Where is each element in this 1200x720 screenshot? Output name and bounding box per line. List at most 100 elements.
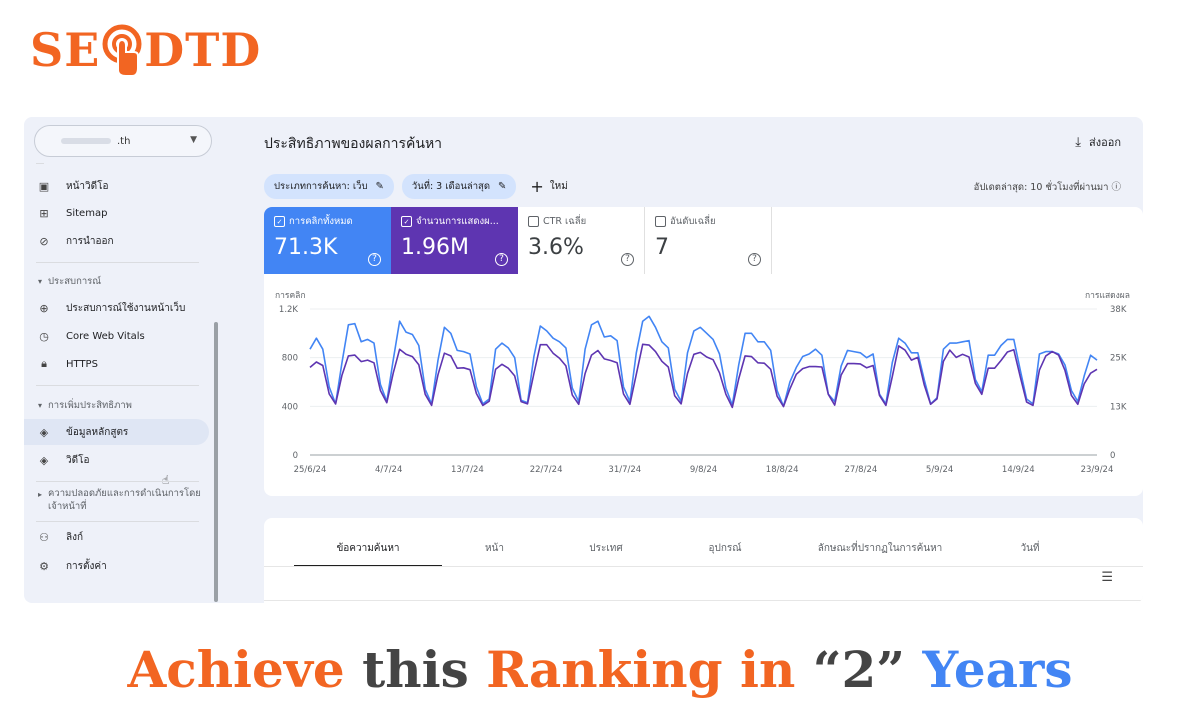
caret-down-icon: ▼ bbox=[190, 135, 197, 145]
left-axis-title: การคลิก bbox=[275, 291, 306, 301]
new-filter-button[interactable]: + ใหม่ bbox=[530, 177, 567, 196]
export-label: ส่งออก bbox=[1089, 136, 1121, 149]
help-icon[interactable]: ⓘ bbox=[1111, 182, 1121, 193]
metric-value: 3.6% bbox=[528, 235, 584, 260]
filter-rows-icon[interactable]: ☰ bbox=[1101, 570, 1113, 585]
right-tick-label: 13K bbox=[1110, 402, 1127, 412]
sidebar-item-videos[interactable]: ◈ วิดีโอ bbox=[36, 447, 208, 473]
clicks-series-line bbox=[309, 315, 1098, 408]
left-tick-label: 800 bbox=[282, 354, 298, 364]
checkbox-checked-icon: ✓ bbox=[274, 216, 285, 227]
tab-dates[interactable]: วันที่ bbox=[1020, 542, 1040, 554]
section-experience[interactable]: ▾ ประสบการณ์ bbox=[38, 274, 101, 289]
headline-number: “2” bbox=[812, 640, 906, 699]
layers-icon: ◈ bbox=[39, 425, 49, 439]
property-selector[interactable]: .th ▼ bbox=[34, 125, 212, 157]
sidebar-item-video-pages[interactable]: ▣ หน้าวิดีโอ bbox=[36, 173, 208, 199]
headline-word-years: Years bbox=[922, 640, 1073, 699]
help-icon[interactable]: ? bbox=[368, 253, 381, 266]
layers-icon: ◈ bbox=[39, 453, 49, 467]
sidebar-item-label: การตั้งค่า bbox=[66, 560, 107, 572]
performance-line-chart[interactable]: การคลิก การแสดงผล 1.2K 38K 800 25K 400 13K 0 0 25/… bbox=[264, 274, 1143, 496]
search-type-chip[interactable]: ประเภทการค้นหา: เว็บ ✎ bbox=[264, 174, 394, 199]
metric-label: CTR เฉลี่ย bbox=[543, 216, 587, 227]
checkbox-unchecked-icon bbox=[655, 216, 666, 227]
x-tick-label: 4/7/24 bbox=[375, 465, 402, 475]
help-icon[interactable]: ? bbox=[495, 253, 508, 266]
metric-average-ctr[interactable]: CTR เฉลี่ย 3.6% ? bbox=[518, 207, 645, 274]
date-chip[interactable]: วันที่: 3 เดือนล่าสุด ✎ bbox=[401, 174, 517, 199]
sitemap-icon: ⊞ bbox=[39, 206, 49, 220]
performance-card: ✓ การคลิกทั้งหมด 71.3K ? ✓ จำนวนการแสดงผ..… bbox=[264, 207, 1143, 496]
logo-text-left: SE bbox=[30, 23, 101, 77]
left-tick-label: 1.2K bbox=[279, 305, 299, 315]
section-label-line2: เจ้าหน้าที่ bbox=[48, 501, 87, 512]
property-name-blurred bbox=[61, 138, 111, 144]
tab-pages[interactable]: หน้า bbox=[484, 542, 505, 554]
sidebar-scrollbar[interactable] bbox=[214, 322, 218, 602]
plus-icon: + bbox=[530, 177, 544, 196]
mouse-cursor-hand-icon: ☝ bbox=[162, 473, 170, 487]
metric-average-position[interactable]: อันดับเฉลี่ย 7 ? bbox=[645, 207, 772, 274]
sidebar-item-label: วิดีโอ bbox=[66, 454, 90, 466]
page-experience-icon: ⊕ bbox=[39, 301, 49, 315]
metric-label: จำนวนการแสดงผ... bbox=[416, 216, 499, 227]
export-button[interactable]: ⤓ ส่งออก bbox=[1075, 133, 1121, 151]
edit-pencil-icon: ✎ bbox=[498, 181, 507, 192]
x-tick-label: 25/6/24 bbox=[294, 465, 327, 475]
help-icon[interactable]: ? bbox=[748, 253, 761, 266]
filter-bar: ประเภทการค้นหา: เว็บ ✎ วันที่: 3 เดือนล่… bbox=[264, 174, 568, 199]
x-tick-label: 13/7/24 bbox=[451, 465, 484, 475]
property-suffix: .th bbox=[117, 135, 131, 147]
video-page-icon: ▣ bbox=[38, 179, 50, 193]
tab-devices[interactable]: อุปกรณ์ bbox=[708, 542, 742, 554]
last-updated: อัปเดตล่าสุด: 10 ชั่วโมงที่ผ่านมา ⓘ bbox=[974, 179, 1121, 195]
tab-queries[interactable]: ข้อความค้นหา bbox=[294, 532, 442, 567]
divider bbox=[36, 481, 199, 482]
sidebar-item-label: ประสบการณ์ใช้งานหน้าเว็บ bbox=[66, 302, 186, 314]
section-enhancements[interactable]: ▾ การเพิ่มประสิทธิภาพ bbox=[38, 398, 132, 413]
sidebar-item-label: Sitemap bbox=[66, 207, 108, 219]
edit-pencil-icon: ✎ bbox=[375, 181, 384, 192]
sidebar-item-core-web-vitals[interactable]: ◷ Core Web Vitals bbox=[36, 323, 208, 349]
help-icon[interactable]: ? bbox=[621, 253, 634, 266]
x-tick-label: 9/8/24 bbox=[690, 465, 717, 475]
tab-countries[interactable]: ประเทศ bbox=[589, 542, 623, 554]
https-lock-icon: 🔒︎ bbox=[41, 357, 47, 370]
sidebar-item-links[interactable]: ⚇ ลิงก์ bbox=[36, 524, 208, 550]
x-tick-label: 23/9/24 bbox=[1081, 465, 1114, 475]
last-updated-text: อัปเดตล่าสุด: 10 ชั่วโมงที่ผ่านมา bbox=[973, 182, 1109, 193]
right-tick-label: 25K bbox=[1110, 354, 1127, 364]
left-tick-label: 400 bbox=[282, 402, 298, 412]
sidebar-item-sitemap[interactable]: ⊞ Sitemap bbox=[36, 200, 208, 226]
sidebar-item-settings[interactable]: ⚙ การตั้งค่า bbox=[36, 553, 208, 579]
divider bbox=[36, 262, 199, 263]
x-tick-label: 18/8/24 bbox=[766, 465, 799, 475]
metric-label: อันดับเฉลี่ย bbox=[670, 216, 716, 227]
dimension-table-card: ข้อความค้นหา หน้า ประเทศ อุปกรณ์ ลักษณะท… bbox=[264, 518, 1143, 603]
left-tick-label: 0 bbox=[293, 451, 298, 461]
sidebar-item-removals[interactable]: ⊘ การนำออก bbox=[36, 228, 208, 254]
sidebar-item-label: หน้าวิดีโอ bbox=[66, 180, 109, 192]
tab-search-appearance[interactable]: ลักษณะที่ปรากฏในการค้นหา bbox=[817, 542, 943, 554]
settings-icon: ⚙ bbox=[39, 559, 49, 573]
right-tick-label: 38K bbox=[1110, 305, 1127, 315]
sidebar-item-https[interactable]: 🔒︎ HTTPS bbox=[36, 351, 208, 377]
links-icon: ⚇ bbox=[39, 530, 49, 544]
section-security[interactable]: ▸ ความปลอดภัยและการดำเนินการโดย เจ้าหน้า… bbox=[38, 487, 201, 513]
seodtd-logo: SE DTD bbox=[30, 18, 261, 82]
chip-label: วันที่: 3 เดือนล่าสุด bbox=[411, 181, 490, 192]
metric-value: 71.3K bbox=[274, 235, 338, 260]
sidebar-item-course-info[interactable]: ◈ ข้อมูลหลักสูตร bbox=[24, 419, 209, 445]
chip-label: ประเภทการค้นหา: เว็บ bbox=[274, 181, 368, 192]
headline-word-this: this bbox=[362, 640, 469, 699]
divider bbox=[36, 385, 199, 386]
metric-value: 7 bbox=[655, 235, 669, 260]
x-tick-label: 5/9/24 bbox=[926, 465, 953, 475]
logo-text-right: DTD bbox=[144, 23, 262, 77]
metric-total-clicks[interactable]: ✓ การคลิกทั้งหมด 71.3K ? bbox=[264, 207, 391, 274]
core-web-vitals-icon: ◷ bbox=[39, 329, 49, 343]
metric-value: 1.96M bbox=[401, 235, 469, 260]
metric-total-impressions[interactable]: ✓ จำนวนการแสดงผ... 1.96M ? bbox=[391, 207, 518, 274]
sidebar-item-page-experience[interactable]: ⊕ ประสบการณ์ใช้งานหน้าเว็บ bbox=[36, 295, 208, 321]
